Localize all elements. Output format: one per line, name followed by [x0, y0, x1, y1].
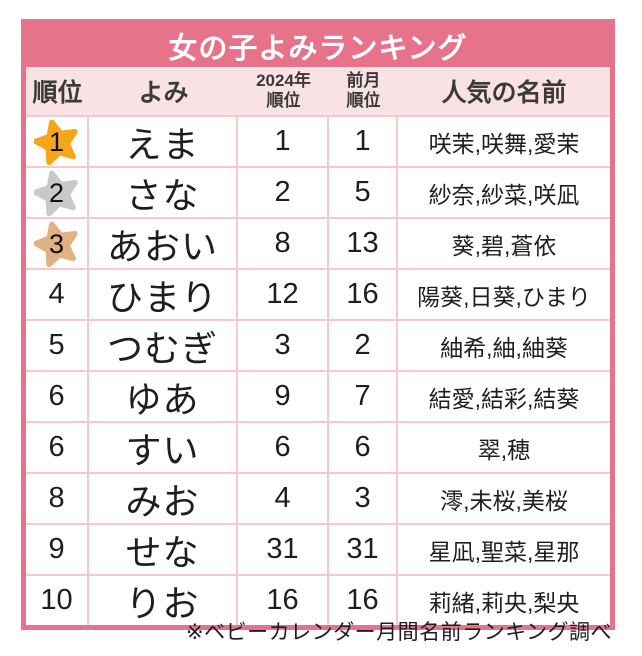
silver-star-badge: 2: [33, 170, 80, 216]
popular-names-cell: 翠,穂: [477, 436, 531, 463]
yomi-cell: ゆあ: [89, 372, 238, 421]
rank-prev-month-cell: 16: [329, 576, 398, 625]
table-title-banner: 女の子よみランキング: [26, 24, 610, 67]
rank-2024-cell: 2: [238, 168, 330, 217]
rank-prev-month-cell: 13: [329, 219, 398, 268]
yomi-cell: さな: [89, 168, 238, 217]
table-row: 4 ひまり 12 16 陽葵,日葵,ひまり: [26, 268, 610, 319]
popular-names-cell: 咲茉,咲舞,愛茉: [428, 130, 580, 157]
rank-number: 2: [49, 177, 65, 208]
header-prev-month-rank: 前月 順位: [329, 67, 398, 115]
yomi-cell: ひまり: [89, 270, 238, 319]
silver-star-icon: [33, 170, 78, 216]
table-row: 10 りお 16 16 莉緒,莉央,梨央: [26, 574, 610, 625]
rank-cell: 1: [26, 117, 90, 166]
header-prev-month-line1: 前月: [346, 70, 381, 90]
rank-prev-month-cell: 6: [329, 423, 398, 472]
header-yomi: よみ: [138, 79, 189, 107]
source-note: ※ベビーカレンダー月間名前ランキング調べ: [186, 621, 612, 644]
header-2024-rank-line1: 2024年: [256, 70, 311, 90]
page-title: 女の子よみランキング: [168, 32, 468, 65]
rank-number: 1: [49, 126, 65, 157]
header-rank: 順位: [32, 79, 83, 107]
rank-2024-cell: 12: [238, 270, 330, 319]
table-row: 1 えま 1 1 咲茉,咲舞,愛茉: [26, 115, 610, 166]
rank-prev-month-cell: 5: [329, 168, 398, 217]
rank-cell: 10: [26, 576, 90, 625]
yomi-cell: えま: [89, 117, 238, 166]
header-2024-rank-line2: 順位: [266, 91, 301, 110]
popular-names-cell: 葵,碧,蒼依: [451, 232, 557, 259]
table-row: 8 みお 4 3 澪,未桜,美桜: [26, 472, 610, 523]
gold-star-icon: [33, 119, 78, 165]
rank-cell: 6: [26, 372, 90, 421]
popular-names-cell: 莉緒,莉央,梨央: [428, 589, 580, 616]
rank-cell: 4: [26, 270, 90, 319]
yomi-cell: りお: [89, 576, 238, 625]
rank-2024-cell: 3: [238, 321, 330, 370]
yomi-cell: あおい: [89, 219, 238, 268]
popular-names-cell: 陽葵,日葵,ひまり: [417, 283, 591, 310]
rank-2024-cell: 1: [238, 117, 330, 166]
table-row: 6 すい 6 6 翠,穂: [26, 421, 610, 472]
header-2024-rank: 2024年 順位: [238, 67, 329, 115]
rank-2024-cell: 16: [238, 576, 330, 625]
header-prev-month-line2: 順位: [346, 91, 381, 110]
table-row: 6 ゆあ 9 7 結愛,結彩,結葵: [26, 370, 610, 421]
table-header-row: 順位 よみ 2024年 順位 前月 順位 人気の名前: [26, 67, 610, 115]
rank-cell: 8: [26, 474, 90, 523]
yomi-cell: せな: [89, 525, 238, 574]
header-popular-names: 人気の名前: [441, 79, 567, 107]
gold-star-badge: 1: [33, 119, 80, 165]
popular-names-cell: 澪,未桜,美桜: [440, 487, 568, 514]
rank-prev-month-cell: 7: [329, 372, 398, 421]
bronze-star-icon: [33, 221, 78, 267]
rank-cell: 9: [26, 525, 90, 574]
popular-names-cell: 紬希,紬,紬葵: [440, 334, 568, 361]
rank-2024-cell: 4: [238, 474, 330, 523]
table-body: 1 えま 1 1 咲茉,咲舞,愛茉 2 さな 2 5 紗奈,紗菜,咲凪 3 あおい 8 13 葵,碧,蒼依 4…: [26, 115, 610, 625]
popular-names-cell: 星凪,聖菜,星那: [428, 538, 580, 565]
rank-prev-month-cell: 1: [329, 117, 398, 166]
rank-cell: 6: [26, 423, 90, 472]
bronze-star-badge: 3: [33, 221, 80, 267]
table-row: 5 つむぎ 3 2 紬希,紬,紬葵: [26, 319, 610, 370]
rank-prev-month-cell: 3: [329, 474, 398, 523]
yomi-cell: みお: [89, 474, 238, 523]
rank-cell: 3: [26, 219, 90, 268]
rank-prev-month-cell: 16: [329, 270, 398, 319]
rank-cell: 5: [26, 321, 90, 370]
popular-names-cell: 結愛,結彩,結葵: [428, 385, 580, 412]
popular-names-cell: 紗奈,紗菜,咲凪: [428, 181, 580, 208]
rank-prev-month-cell: 31: [329, 525, 398, 574]
yomi-cell: すい: [89, 423, 238, 472]
rank-2024-cell: 8: [238, 219, 330, 268]
rank-cell: 2: [26, 168, 90, 217]
rank-2024-cell: 9: [238, 372, 330, 421]
rank-prev-month-cell: 2: [329, 321, 398, 370]
table-row: 3 あおい 8 13 葵,碧,蒼依: [26, 217, 610, 268]
rank-2024-cell: 6: [238, 423, 330, 472]
rank-number: 3: [49, 228, 65, 259]
table-row: 2 さな 2 5 紗奈,紗菜,咲凪: [26, 166, 610, 217]
yomi-cell: つむぎ: [89, 321, 238, 370]
rank-2024-cell: 31: [238, 525, 330, 574]
table-row: 9 せな 31 31 星凪,聖菜,星那: [26, 523, 610, 574]
